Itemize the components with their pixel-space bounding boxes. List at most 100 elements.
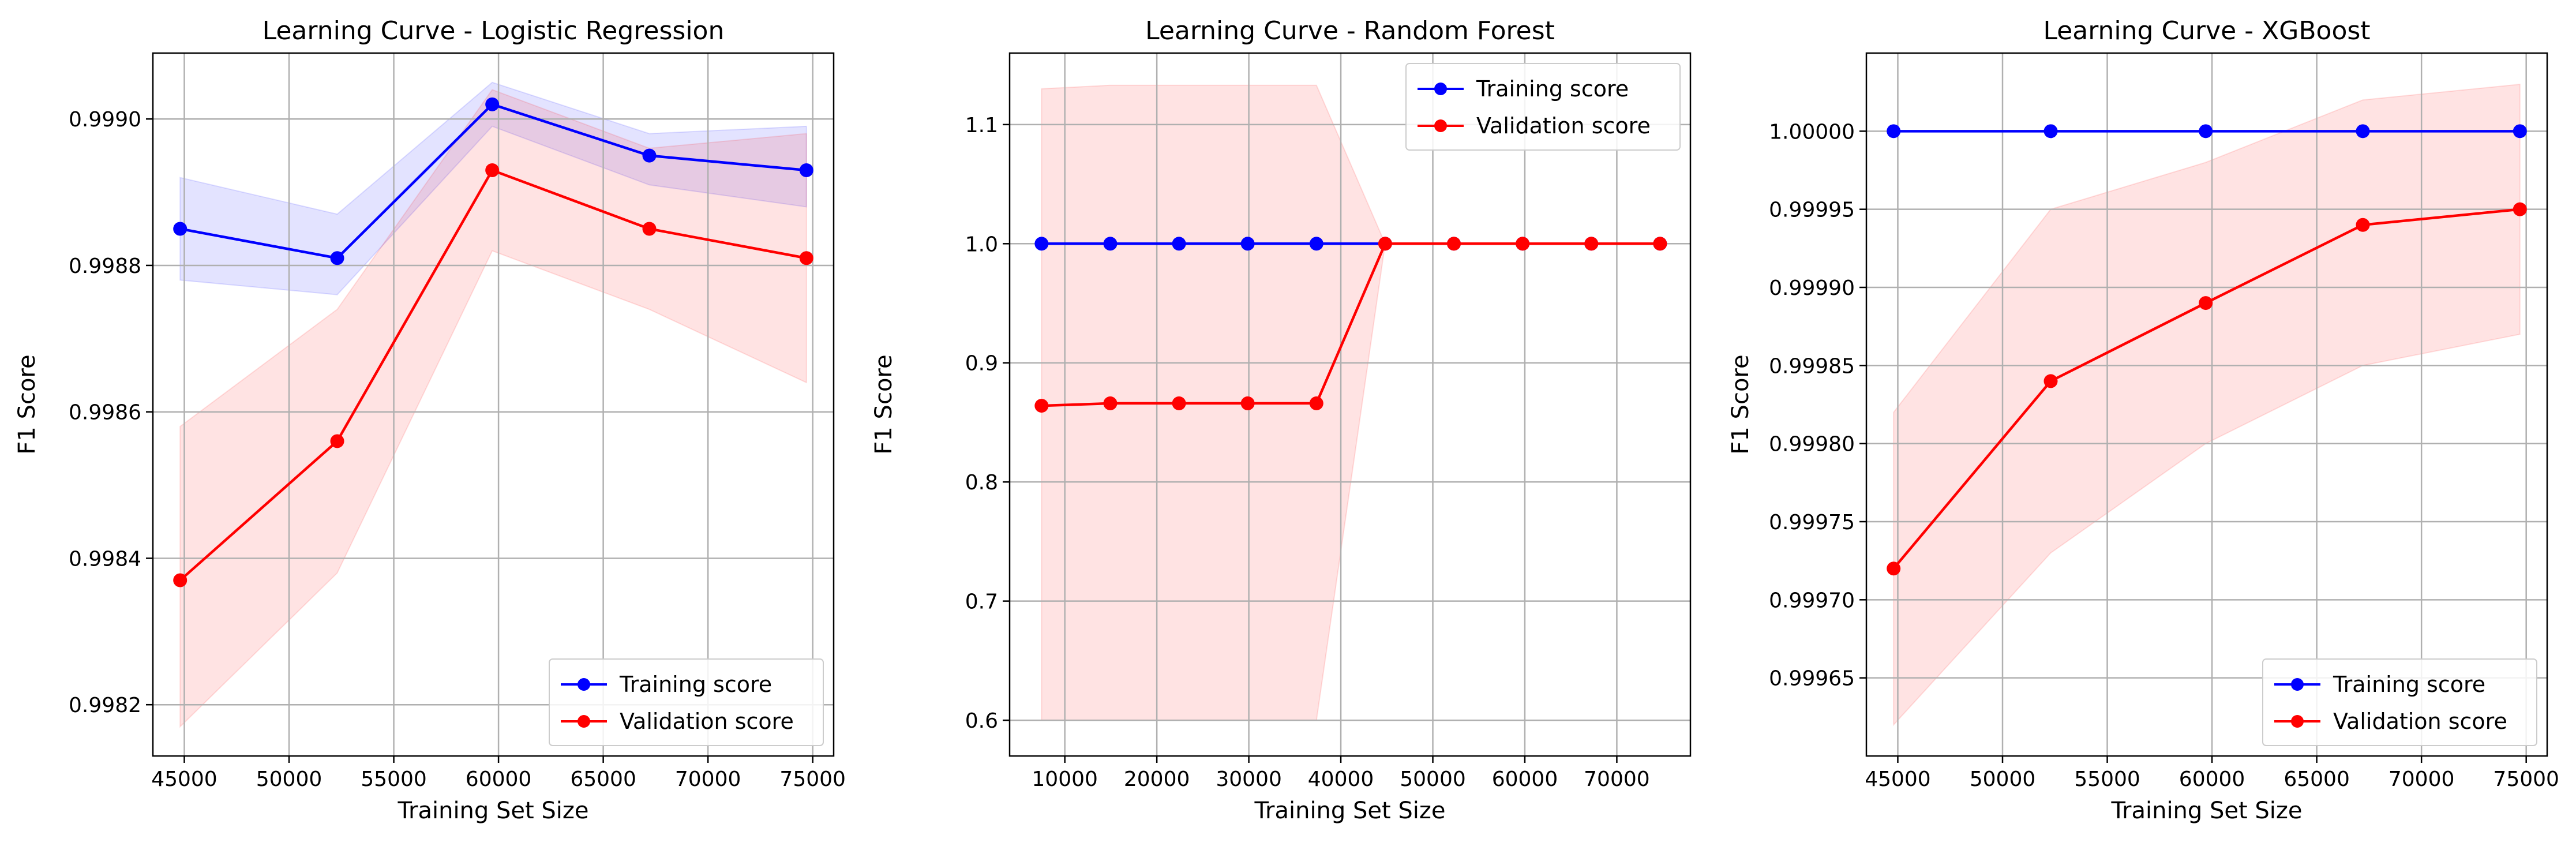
data-point-validation — [485, 163, 500, 177]
legend-entry-training: Training score — [2274, 672, 2485, 697]
legend-marker-validation — [2291, 715, 2304, 728]
y-tick-label: 0.99995 — [1769, 199, 1855, 222]
x-tick-label: 65000 — [570, 768, 636, 791]
legend-entry-validation: Validation score — [1418, 113, 1651, 138]
x-axis-label: Training Set Size — [1254, 798, 1445, 824]
x-tick-label: 70000 — [2388, 768, 2455, 791]
chart-title: Learning Curve - XGBoost — [2043, 16, 2370, 46]
data-point-validation — [1887, 561, 1901, 576]
y-tick-label: 1.00000 — [1769, 120, 1855, 144]
y-tick-label: 0.9 — [965, 352, 998, 376]
data-point-training — [1887, 124, 1901, 138]
legend-marker-training — [2291, 678, 2304, 691]
x-axis-label: Training Set Size — [397, 798, 588, 824]
data-point-training — [2199, 124, 2213, 138]
x-tick-label: 45000 — [151, 768, 218, 791]
legend-marker-validation — [1434, 119, 1447, 132]
y-tick-label: 0.99980 — [1769, 433, 1855, 456]
y-tick-label: 0.9986 — [69, 401, 141, 425]
y-axis-label: F1 Score — [1727, 354, 1754, 454]
data-point-training — [1103, 237, 1118, 251]
data-point-validation — [1516, 237, 1530, 251]
y-tick-label: 0.9988 — [69, 254, 141, 278]
band-validation — [1893, 84, 2521, 727]
y-tick-label: 0.99965 — [1769, 667, 1855, 691]
data-point-training — [173, 222, 188, 236]
data-point-training — [2513, 124, 2527, 138]
data-point-training — [2043, 124, 2058, 138]
legend-entry-validation: Validation score — [2274, 709, 2507, 734]
legend-box — [549, 658, 824, 746]
y-axis-label: F1 Score — [14, 354, 40, 454]
data-point-validation — [2513, 202, 2527, 216]
legend-label-validation: Validation score — [2333, 709, 2507, 734]
legend-label-training: Training score — [2333, 672, 2485, 697]
data-point-validation — [642, 222, 657, 236]
legend: Training score Validation score — [1405, 63, 1681, 151]
x-tick-label: 30000 — [1216, 768, 1282, 791]
x-tick-label: 75000 — [779, 768, 846, 791]
legend-marker-training — [578, 678, 590, 691]
x-axis-label: Training Set Size — [2110, 798, 2302, 824]
legend-marker-validation — [578, 715, 590, 728]
data-point-validation — [1378, 237, 1392, 251]
x-tick-label: 75000 — [2493, 768, 2559, 791]
x-tick-label: 70000 — [1584, 768, 1650, 791]
data-point-validation — [1653, 237, 1667, 251]
data-point-training — [642, 148, 657, 163]
y-tick-label: 1.1 — [965, 114, 998, 137]
x-tick-label: 60000 — [466, 768, 532, 791]
legend-label-training: Training score — [1476, 76, 1629, 102]
y-tick-label: 0.99990 — [1769, 276, 1855, 300]
y-tick-label: 0.99970 — [1769, 589, 1855, 612]
band-training — [179, 81, 807, 295]
x-tick-label: 20000 — [1124, 768, 1190, 791]
series-line-validation — [1041, 242, 1660, 407]
axes-frame — [1865, 52, 2548, 757]
x-tick-label: 10000 — [1032, 768, 1098, 791]
data-point-validation — [1309, 396, 1323, 410]
data-point-training — [2356, 124, 2370, 138]
y-tick-label: 1.0 — [965, 233, 998, 256]
data-point-validation — [1103, 396, 1118, 410]
axes-frame — [1008, 52, 1692, 757]
data-point-validation — [1584, 237, 1599, 251]
x-tick-label: 70000 — [675, 768, 741, 791]
legend-entry-validation: Validation score — [561, 709, 794, 734]
y-tick-label: 0.9982 — [69, 694, 141, 717]
x-tick-label: 50000 — [1970, 768, 2036, 791]
y-tick-label: 0.99985 — [1769, 354, 1855, 378]
panel-random-forest: 10000 20000 30000 40000 50000 60000 70000 0.6 0.… — [871, 16, 1692, 824]
data-point-validation — [2356, 218, 2370, 232]
legend: Training score Validation score — [2262, 658, 2537, 746]
data-point-training — [1034, 237, 1049, 251]
legend: Training score Validation score — [549, 658, 824, 746]
data-point-training — [1172, 237, 1186, 251]
y-tick-label: 0.7 — [965, 590, 998, 614]
panel-logistic-regression: 45000 50000 55000 60000 65000 70000 75000 0.998… — [14, 16, 846, 824]
x-tick-label: 55000 — [2074, 768, 2140, 791]
legend-box — [2262, 658, 2537, 746]
x-tick-label: 50000 — [256, 768, 323, 791]
y-tick-label: 0.6 — [965, 709, 998, 733]
y-axis-label: F1 Score — [871, 354, 897, 454]
data-point-validation — [1240, 396, 1255, 410]
legend-marker-training — [1434, 83, 1447, 95]
data-point-training — [485, 97, 500, 111]
data-point-training — [1240, 237, 1255, 251]
band-validation — [179, 89, 807, 728]
axes-frame — [152, 52, 835, 757]
panel-xgboost: 45000 50000 55000 60000 65000 70000 75000 0.999… — [1727, 16, 2559, 824]
x-tick-label: 60000 — [1492, 768, 1558, 791]
y-tick-label: 0.9984 — [69, 547, 141, 571]
data-point-validation — [2199, 296, 2213, 310]
data-point-training — [1309, 237, 1323, 251]
x-tick-label: 50000 — [1400, 768, 1466, 791]
legend-label-validation: Validation score — [620, 709, 794, 734]
legend-entry-training: Training score — [561, 672, 772, 697]
legend-label-training: Training score — [619, 672, 772, 697]
x-tick-label: 40000 — [1308, 768, 1374, 791]
chart-title: Learning Curve - Logistic Regression — [263, 16, 725, 46]
chart-title: Learning Curve - Random Forest — [1145, 16, 1555, 46]
